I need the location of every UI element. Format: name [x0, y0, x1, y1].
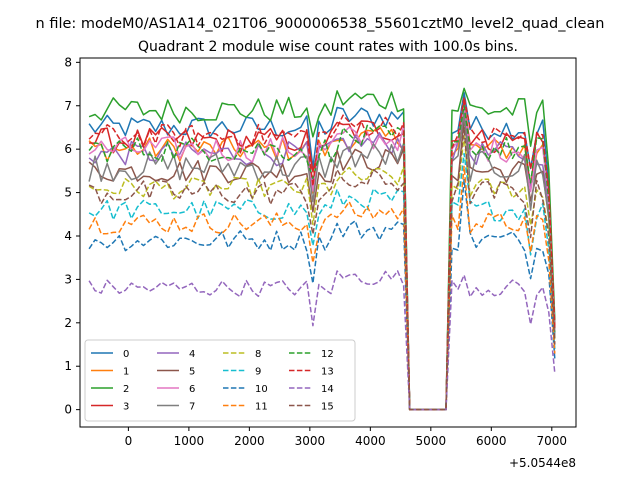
legend-label-10: 10: [255, 384, 268, 395]
series-line-5: [88, 118, 556, 411]
legend-label-15: 15: [321, 402, 334, 413]
legend-box: [84, 339, 356, 422]
series-line-9: [88, 152, 556, 411]
series-line-2: [88, 87, 556, 411]
legend-label-1: 1: [123, 367, 129, 378]
series-line-12: [88, 105, 556, 411]
series-line-10: [88, 178, 556, 411]
figure-suptitle: n file: modeM0/AS1A14_021T06_9000006538_…: [36, 16, 605, 32]
legend-label-2: 2: [123, 384, 129, 395]
plot-area: 0 1000 2000 3000 4000 5000 6000 700001234567801…: [64, 55, 577, 448]
legend-label-6: 6: [189, 384, 195, 395]
y-tick-label: 7: [64, 99, 72, 113]
legend-label-8: 8: [255, 349, 261, 360]
legend-label-4: 4: [189, 349, 195, 360]
axes-frame: [79, 57, 577, 428]
x-tick-label: 2000: [234, 434, 265, 448]
legend-label-11: 11: [255, 402, 268, 413]
series-line-15: [88, 126, 556, 411]
y-tick-label: 5: [64, 186, 72, 200]
y-tick-label: 6: [64, 142, 72, 156]
legend-label-7: 7: [189, 402, 195, 413]
y-tick-label: 2: [64, 316, 72, 330]
chart-title: Quadrant 2 module wise count rates with …: [138, 39, 518, 55]
x-tick-label: 6000: [476, 434, 507, 448]
y-tick-label: 3: [64, 272, 72, 286]
series-line-11: [88, 165, 556, 411]
x-tick-label: 0: [125, 434, 133, 448]
y-tick-label: 0: [64, 403, 72, 417]
series-lines: [88, 87, 556, 411]
legend-label-14: 14: [321, 384, 334, 395]
x-axis-offset-label: +5.0544e8: [509, 456, 576, 470]
y-tick-label: 4: [64, 229, 72, 243]
x-tick-label: 4000: [355, 434, 386, 448]
legend-label-9: 9: [255, 367, 261, 378]
x-tick-label: 3000: [295, 434, 326, 448]
series-line-14: [88, 270, 556, 411]
legend-label-3: 3: [123, 402, 129, 413]
y-tick-label: 1: [64, 359, 72, 373]
legend-label-12: 12: [321, 349, 334, 360]
x-tick-label: 5000: [416, 434, 447, 448]
legend-label-0: 0: [123, 349, 129, 360]
x-tick-label: 1000: [174, 434, 205, 448]
x-tick-label: 7000: [537, 434, 568, 448]
legend-label-5: 5: [189, 367, 195, 378]
y-tick-label: 8: [64, 55, 72, 69]
series-line-7: [88, 113, 556, 411]
series-line-8: [88, 135, 556, 411]
legend-label-13: 13: [321, 367, 334, 378]
series-line-13: [88, 96, 556, 411]
